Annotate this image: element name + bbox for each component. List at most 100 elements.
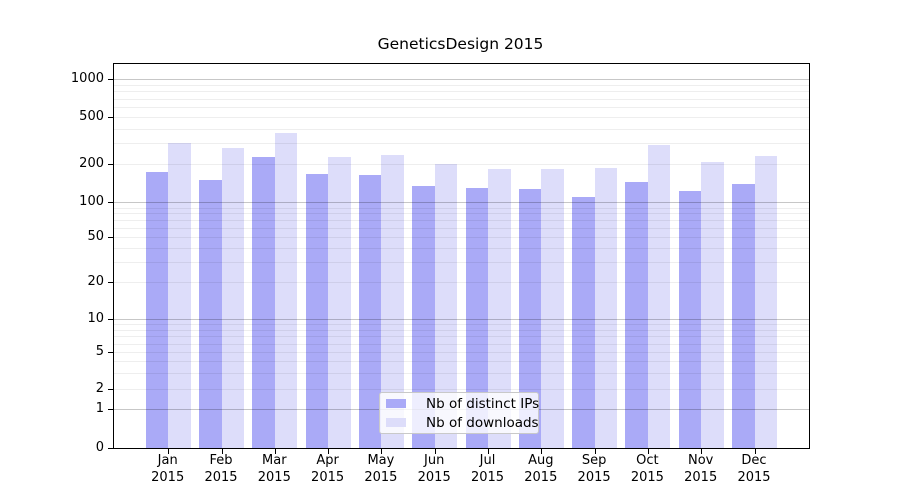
- y-tick-mark: [108, 447, 113, 449]
- bar-downloads-jun: [434, 163, 458, 448]
- gridline-minor: [114, 388, 809, 390]
- bar-downloads-sep: [594, 168, 618, 448]
- y-tick-label: 200: [79, 155, 104, 171]
- legend-label-downloads: Nb of downloads: [426, 414, 539, 431]
- gridline-minor: [114, 128, 809, 130]
- bar-distinct-ips-jun: [412, 186, 435, 448]
- legend-item-distinct-ips: Nb of distinct IPs: [386, 394, 540, 413]
- gridline-minor: [114, 352, 809, 354]
- gridline-minor: [114, 163, 809, 165]
- chart-title: GeneticsDesign 2015: [377, 35, 544, 53]
- legend-label-distinct-ips: Nb of distinct IPs: [426, 395, 540, 412]
- x-tick-label: Aug 2015: [524, 453, 558, 485]
- bar-downloads-mar: [274, 133, 298, 448]
- y-tick-mark: [108, 117, 113, 119]
- y-tick-mark: [108, 282, 113, 284]
- gridline-minor: [114, 343, 809, 345]
- gridline-minor: [114, 323, 809, 325]
- x-tick-label: May 2015: [364, 453, 398, 485]
- bar-distinct-ips-jan: [145, 171, 169, 448]
- gridline-minor: [114, 207, 809, 209]
- y-tick-mark: [108, 78, 113, 80]
- y-tick-label: 0: [95, 439, 104, 455]
- gridline-minor: [114, 336, 809, 338]
- y-tick-mark: [108, 388, 113, 390]
- gridline-major: [114, 202, 809, 204]
- gridline-major: [114, 318, 809, 320]
- gridline-minor: [114, 98, 809, 100]
- x-tick-mark: [647, 449, 649, 454]
- x-tick-mark: [754, 449, 756, 454]
- legend-item-downloads: Nb of downloads: [386, 413, 539, 432]
- bar-downloads-apr: [328, 156, 351, 448]
- gridline-minor: [114, 117, 809, 119]
- x-tick-mark: [328, 449, 330, 454]
- x-tick-mark: [434, 449, 436, 454]
- gridline-minor: [114, 213, 809, 215]
- bar-downloads-oct: [647, 145, 671, 448]
- gridline-minor: [114, 91, 809, 93]
- y-tick-mark: [108, 318, 113, 320]
- x-axis: Jan 2015 Feb 2015 Mar 2015 Apr 2015 May 2015 Jun 20…: [113, 453, 808, 493]
- x-tick-label: Apr 2015: [311, 453, 345, 485]
- x-tick-label: Sep 2015: [577, 453, 611, 485]
- x-tick-mark: [488, 449, 489, 454]
- x-tick-mark: [701, 449, 703, 454]
- bar-distinct-ips-jul: [465, 188, 488, 448]
- y-tick-mark: [108, 163, 113, 165]
- x-tick-mark: [594, 449, 596, 454]
- bar-distinct-ips-apr: [305, 173, 329, 448]
- bar-downloads-feb: [221, 148, 244, 448]
- x-tick-label: Dec 2015: [737, 453, 771, 485]
- gridline-major: [114, 78, 809, 80]
- gridline-minor: [114, 282, 809, 284]
- x-tick-label: Oct 2015: [630, 453, 664, 485]
- bar-distinct-ips-mar: [252, 157, 275, 448]
- legend-swatch-distinct-ips: [386, 399, 406, 408]
- y-tick-mark: [108, 352, 113, 354]
- gridline-minor: [114, 220, 809, 222]
- gridline-minor: [114, 237, 809, 239]
- x-tick-mark: [541, 449, 543, 454]
- gridline-minor: [114, 84, 809, 86]
- y-tick-label: 50: [87, 229, 104, 245]
- y-tick-label: 5: [95, 344, 104, 360]
- gridline-minor: [114, 361, 809, 363]
- gridline-minor: [114, 227, 809, 229]
- y-axis: 0 1 2 5 10 20 50 100 200 500 1000: [0, 63, 104, 455]
- bar-distinct-ips-feb: [199, 179, 222, 448]
- x-tick-mark: [381, 449, 383, 454]
- x-tick-mark: [221, 449, 223, 454]
- gridline-minor: [114, 107, 809, 109]
- x-tick-label: Nov 2015: [684, 453, 718, 485]
- y-tick-mark: [108, 202, 113, 204]
- bar-downloads-jan: [168, 142, 191, 448]
- x-tick-label: Jun 2015: [417, 453, 451, 485]
- y-tick-label: 100: [79, 194, 104, 210]
- gridline-minor: [114, 248, 809, 250]
- y-tick-label: 10: [87, 310, 104, 326]
- gridline-minor: [114, 372, 809, 374]
- y-tick-label: 1000: [70, 70, 104, 86]
- legend-swatch-downloads: [386, 418, 406, 427]
- x-tick-mark: [168, 449, 170, 454]
- x-tick-label: Mar 2015: [257, 453, 291, 485]
- gridline-minor: [114, 329, 809, 331]
- y-tick-label: 1: [95, 400, 104, 416]
- y-tick-label: 500: [79, 109, 104, 125]
- y-tick-label: 20: [87, 274, 104, 290]
- bar-distinct-ips-dec: [732, 184, 755, 448]
- bar-distinct-ips-may: [358, 174, 382, 448]
- x-tick-mark: [274, 449, 276, 454]
- x-tick-label: Jan 2015: [151, 453, 185, 485]
- bar-distinct-ips-oct: [625, 181, 648, 448]
- y-tick-label: 2: [95, 380, 104, 396]
- gridline-minor: [114, 262, 809, 264]
- bar-downloads-may: [381, 154, 404, 448]
- x-tick-label: Jul 2015: [470, 453, 505, 485]
- legend: Nb of distinct IPs Nb of downloads: [379, 392, 539, 434]
- bar-downloads-nov: [701, 162, 724, 448]
- bar-downloads-dec: [754, 155, 777, 448]
- bar-downloads-jul: [488, 168, 511, 448]
